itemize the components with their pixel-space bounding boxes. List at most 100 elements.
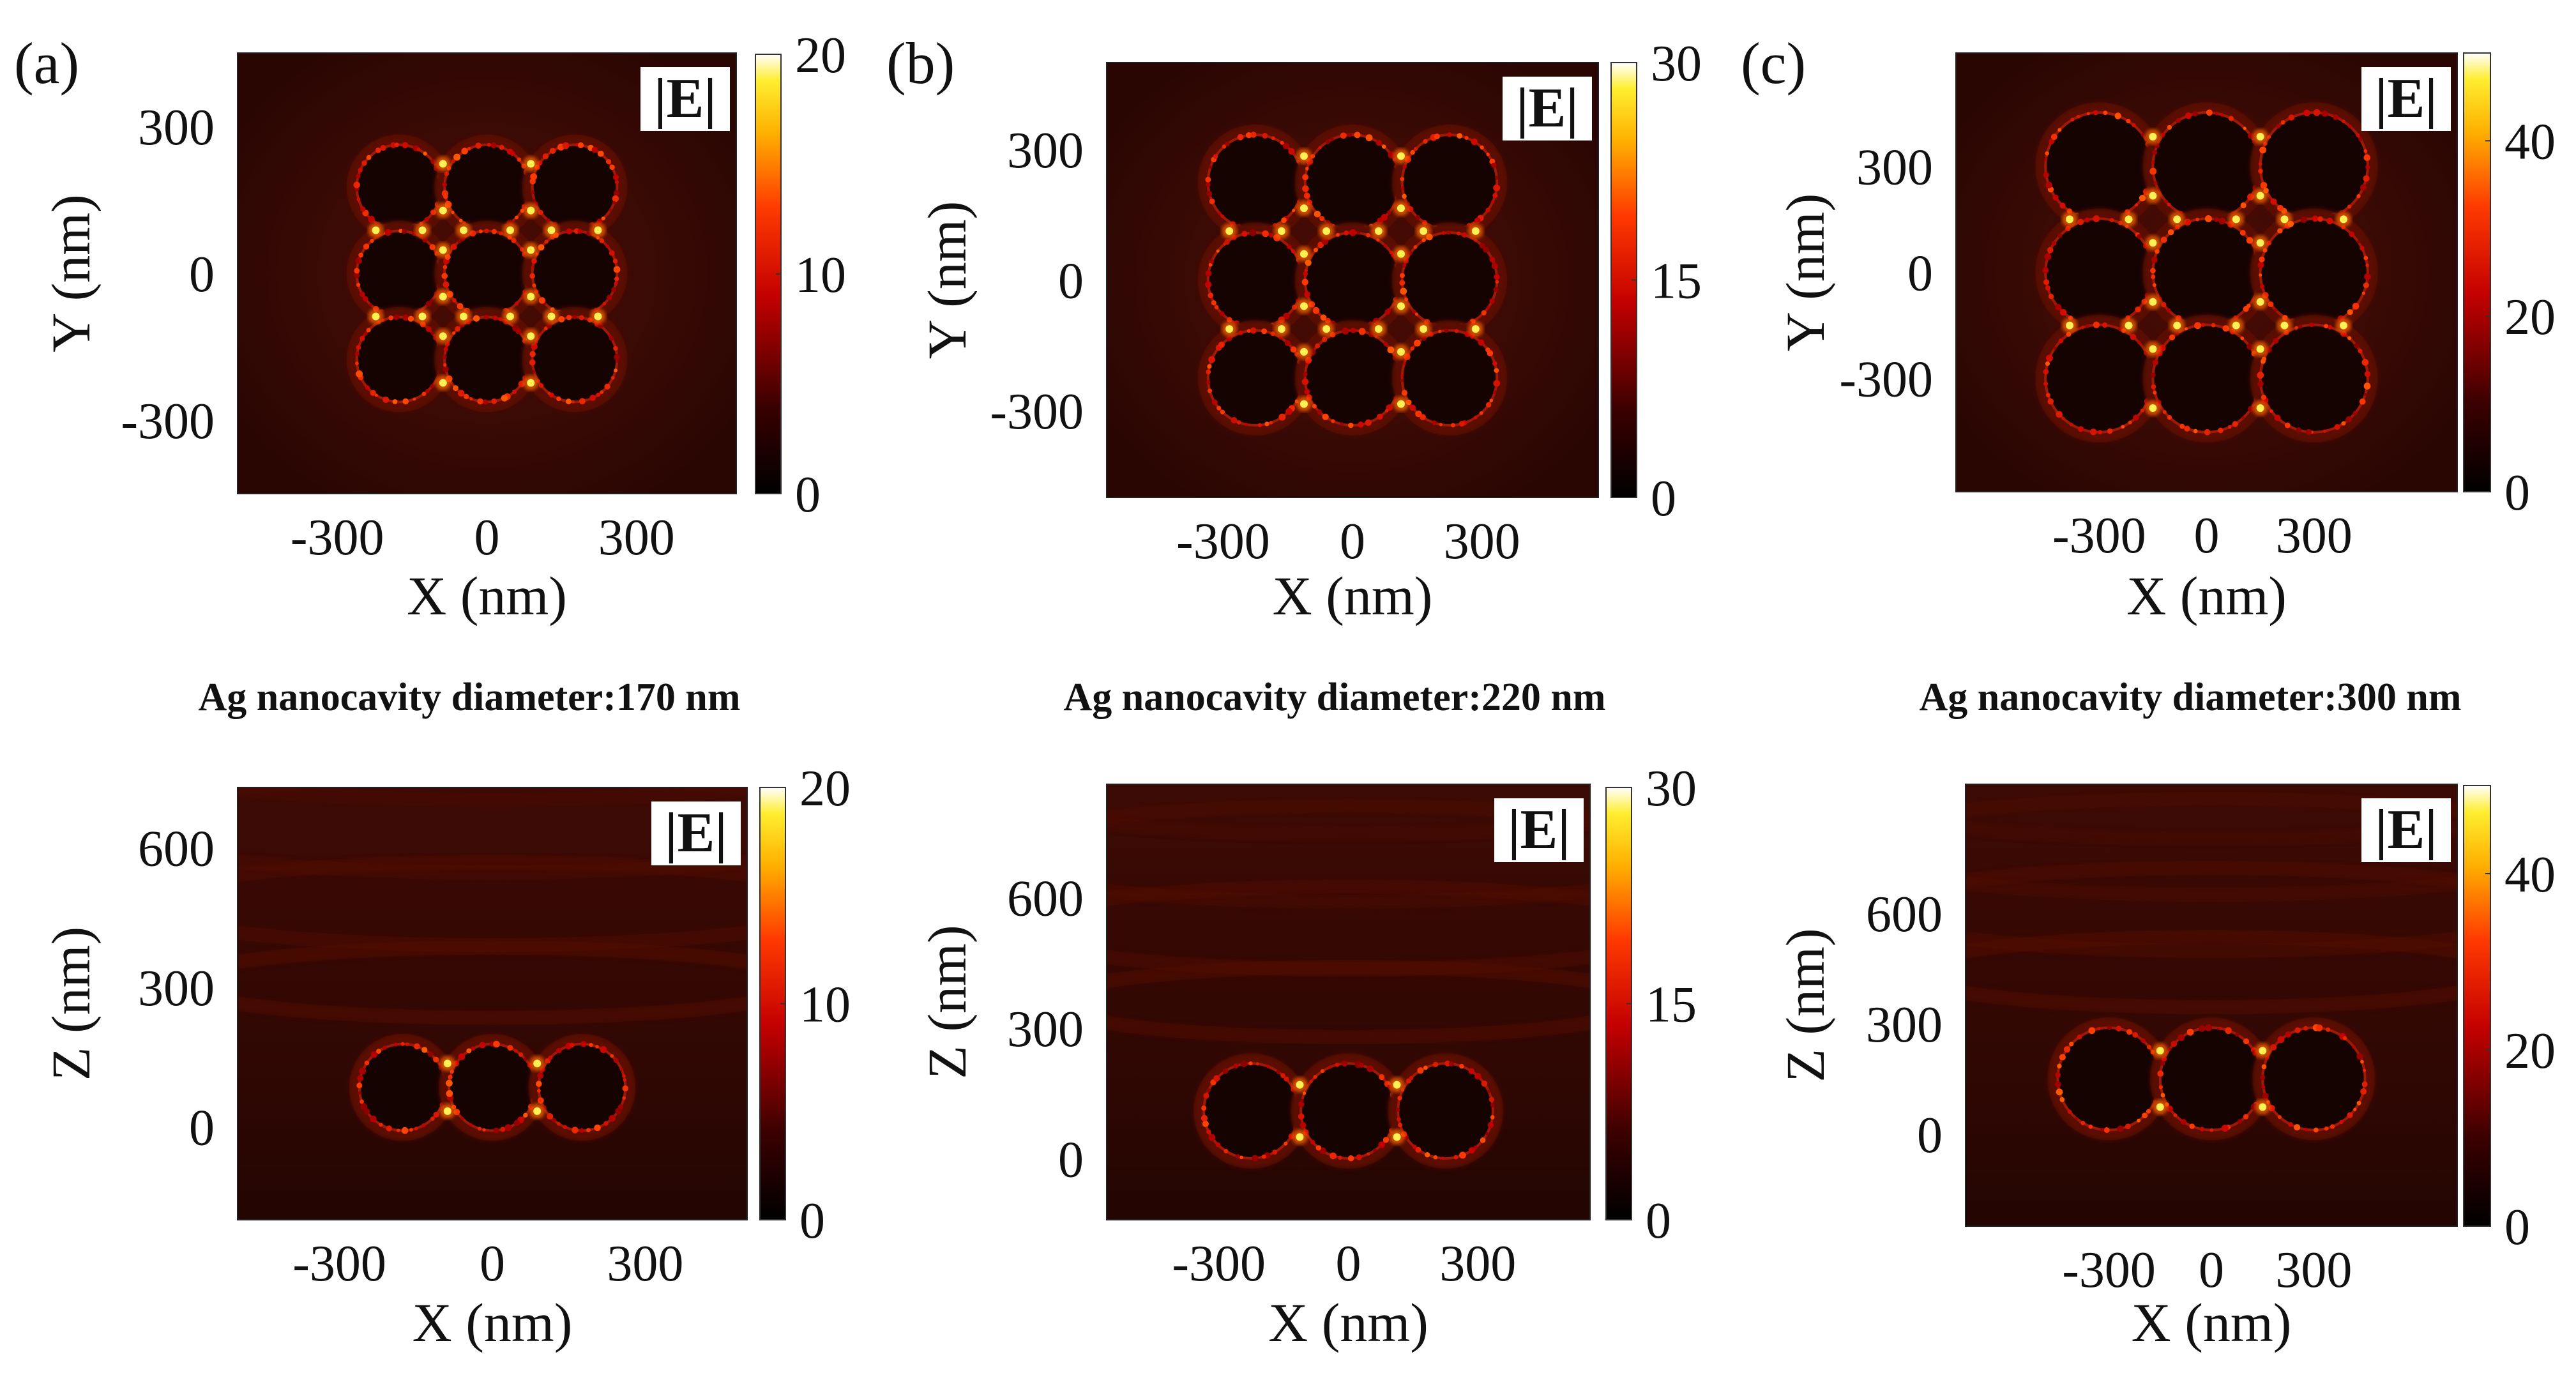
rim-spot [450, 243, 457, 250]
colorbar-tick-label: 0 [1651, 471, 1676, 527]
rim-spot [443, 347, 448, 352]
rim-spot [1367, 1065, 1374, 1072]
field-badge-backdrop [2361, 798, 2451, 862]
rim-spot [2121, 425, 2125, 429]
rim-spot [402, 314, 409, 321]
rim-spot [614, 368, 618, 373]
gap-hotspot [1225, 227, 1234, 235]
y-tick-label: 0 [1917, 1107, 1943, 1164]
rim-spot [2277, 1115, 2282, 1120]
rim-spot [594, 1124, 601, 1132]
rim-spot [1233, 1063, 1239, 1069]
plot-frame [1106, 62, 1599, 498]
gap-hotspot [1374, 325, 1383, 333]
rim-spot [413, 397, 416, 401]
rim-spot [1335, 232, 1340, 237]
gap-hotspot [1322, 227, 1331, 235]
rim-spot [1471, 138, 1478, 146]
cavity-glow [2250, 314, 2378, 443]
rim-spot [1287, 244, 1292, 250]
rim-spot [523, 1112, 528, 1118]
field-badge-backdrop [1494, 798, 1584, 862]
rim-spot [355, 257, 362, 264]
rim-spot [425, 300, 432, 307]
rim-spot [547, 1112, 554, 1120]
rim-spot [401, 1127, 409, 1134]
rim-spot [1298, 1113, 1305, 1120]
rim-spot [501, 395, 508, 402]
rim-spot [1409, 1075, 1414, 1081]
x-axis-label: X (nm) [407, 565, 567, 626]
rim-spot [461, 148, 468, 155]
rim-spot [2259, 146, 2266, 154]
gap-hotspot [418, 312, 427, 321]
rim-spot [1461, 232, 1467, 238]
colorbar-tick-label: 0 [1646, 1193, 1671, 1249]
gap-hotspot [1300, 204, 1308, 213]
rim-spot [1315, 1145, 1322, 1151]
rim-spot [394, 142, 399, 148]
rim-spot [2076, 114, 2080, 119]
rim-spot [370, 238, 374, 243]
rim-spot [402, 398, 409, 405]
gap-hotspot [1300, 400, 1308, 408]
rim-spot [1366, 232, 1370, 238]
gap-hotspot [2259, 1103, 2267, 1111]
rim-spot [1387, 346, 1395, 354]
rim-spot [2043, 172, 2049, 178]
rim-spot [1304, 291, 1310, 298]
rim-spot [537, 1072, 544, 1079]
rim-spot [1262, 133, 1268, 139]
rim-spot [529, 351, 536, 358]
rim-spot [2186, 1028, 2194, 1036]
rim-spot [2098, 430, 2103, 435]
rim-spot [523, 1057, 527, 1061]
gap-hotspot [594, 226, 602, 234]
rim-spot [1281, 217, 1287, 224]
rim-spot [1249, 229, 1257, 236]
rim-spot [1457, 133, 1463, 139]
rim-spot [1365, 134, 1373, 142]
rim-spot [1359, 1063, 1364, 1068]
rim-spot [2206, 109, 2213, 116]
gap-hotspot [439, 206, 447, 215]
field-badge: |E| [1508, 799, 1570, 861]
rim-spot [430, 209, 436, 215]
rim-spot [613, 1058, 619, 1063]
rim-spot [615, 1107, 622, 1114]
rim-spot [611, 287, 617, 292]
rim-spot [1318, 146, 1322, 149]
rim-spot [2221, 1125, 2229, 1132]
rim-spot [2056, 411, 2063, 418]
rim-spot [2243, 1038, 2250, 1045]
rim-spot [1407, 206, 1414, 213]
gap-hotspot [2259, 1047, 2267, 1055]
gap-hotspot [1300, 302, 1308, 310]
rim-spot [2276, 123, 2281, 129]
rim-spot [548, 1055, 553, 1060]
rim-spot [1201, 1114, 1208, 1122]
rim-spot [1409, 404, 1416, 411]
gap-hotspot [2280, 321, 2289, 330]
rim-spot [1342, 327, 1349, 335]
rim-spot [1301, 378, 1309, 386]
rim-spot [2269, 409, 2273, 413]
rim-spot [2334, 424, 2340, 430]
field-fringe [238, 855, 747, 952]
field-fringe [1966, 821, 2457, 846]
rim-spot [2140, 1038, 2146, 1044]
gap-hotspot [2256, 345, 2264, 353]
rim-spot [579, 315, 584, 321]
gap-hotspot [2256, 133, 2264, 141]
rim-spot [2152, 283, 2156, 287]
rim-spot [2243, 306, 2249, 312]
rim-spot [2268, 301, 2274, 307]
rim-spot [2300, 216, 2307, 224]
rim-spot [2048, 294, 2054, 300]
rim-spot [2179, 423, 2185, 429]
colorbar-tick-label: 0 [795, 467, 821, 523]
colorbar-tick-label: 0 [2504, 1199, 2530, 1256]
rim-spot [2167, 202, 2171, 207]
rim-spot [2157, 1070, 2164, 1077]
